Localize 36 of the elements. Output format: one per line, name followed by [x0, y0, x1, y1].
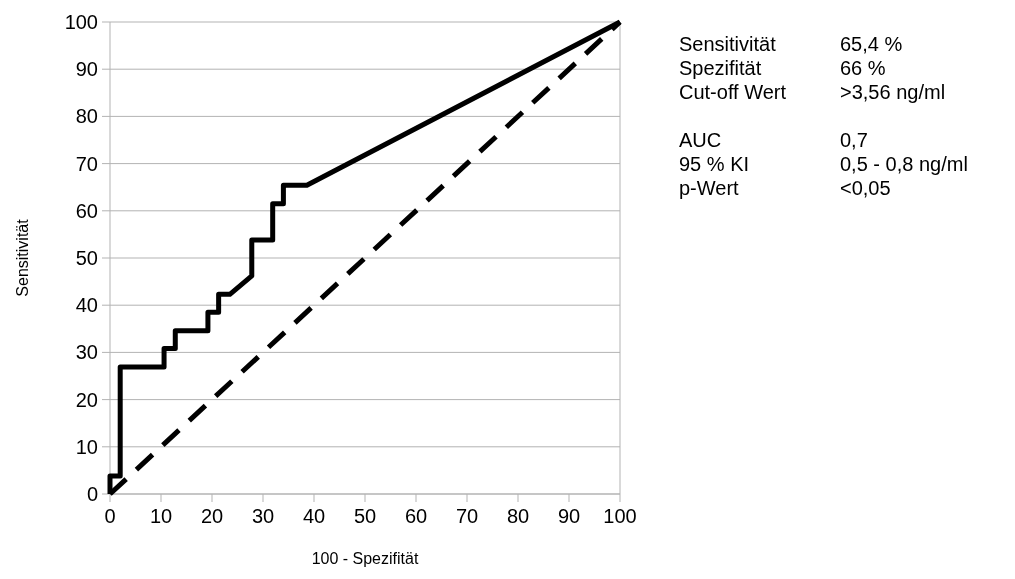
text: 66 % [840, 57, 886, 79]
text: p-Wert [679, 177, 740, 199]
y-tick-label: 70 [75, 152, 98, 175]
y-tick-label: 100 [64, 11, 98, 33]
y-tick-label: 10 [75, 435, 98, 458]
x-tick-label: 20 [200, 505, 224, 527]
text: 0,5 - 0,8 ng/ml [840, 153, 968, 175]
x-tick-label: 10 [149, 505, 173, 527]
text: 95 % KI [679, 153, 750, 175]
x-tick-label: 60 [404, 505, 428, 527]
text: 65,4 % [840, 33, 903, 55]
x-tick-label: 30 [251, 505, 275, 527]
y-tick-label: 30 [75, 341, 98, 364]
text: AUC [679, 129, 722, 151]
x-axis-title: 100 - Spezifität [311, 550, 419, 567]
x-tick-label: 50 [353, 505, 377, 527]
y-tick-label: 90 [75, 58, 98, 81]
x-tick-label: 90 [557, 505, 581, 527]
y-tick-label: 40 [75, 294, 98, 317]
text: Cut-off Wert [679, 81, 787, 103]
y-tick-label: 80 [75, 105, 98, 128]
text: Spezifität [679, 57, 762, 79]
y-tick-label: 60 [75, 199, 98, 222]
text: <0,05 [840, 177, 891, 199]
y-tick-label: 20 [75, 388, 98, 411]
text: >3,56 ng/ml [840, 81, 946, 103]
x-tick-label: 40 [302, 505, 326, 527]
x-tick-label: 100 [603, 505, 637, 527]
y-tick-label: 0 [86, 483, 98, 505]
text: Sensitivität [679, 33, 777, 55]
y-tick-label: 50 [75, 247, 98, 269]
x-tick-label: 80 [506, 505, 530, 527]
x-tick-label: 0 [104, 505, 116, 527]
text: 0,7 [840, 129, 868, 151]
y-axis-title: Sensitivität [14, 218, 31, 297]
x-tick-label: 70 [455, 505, 479, 527]
